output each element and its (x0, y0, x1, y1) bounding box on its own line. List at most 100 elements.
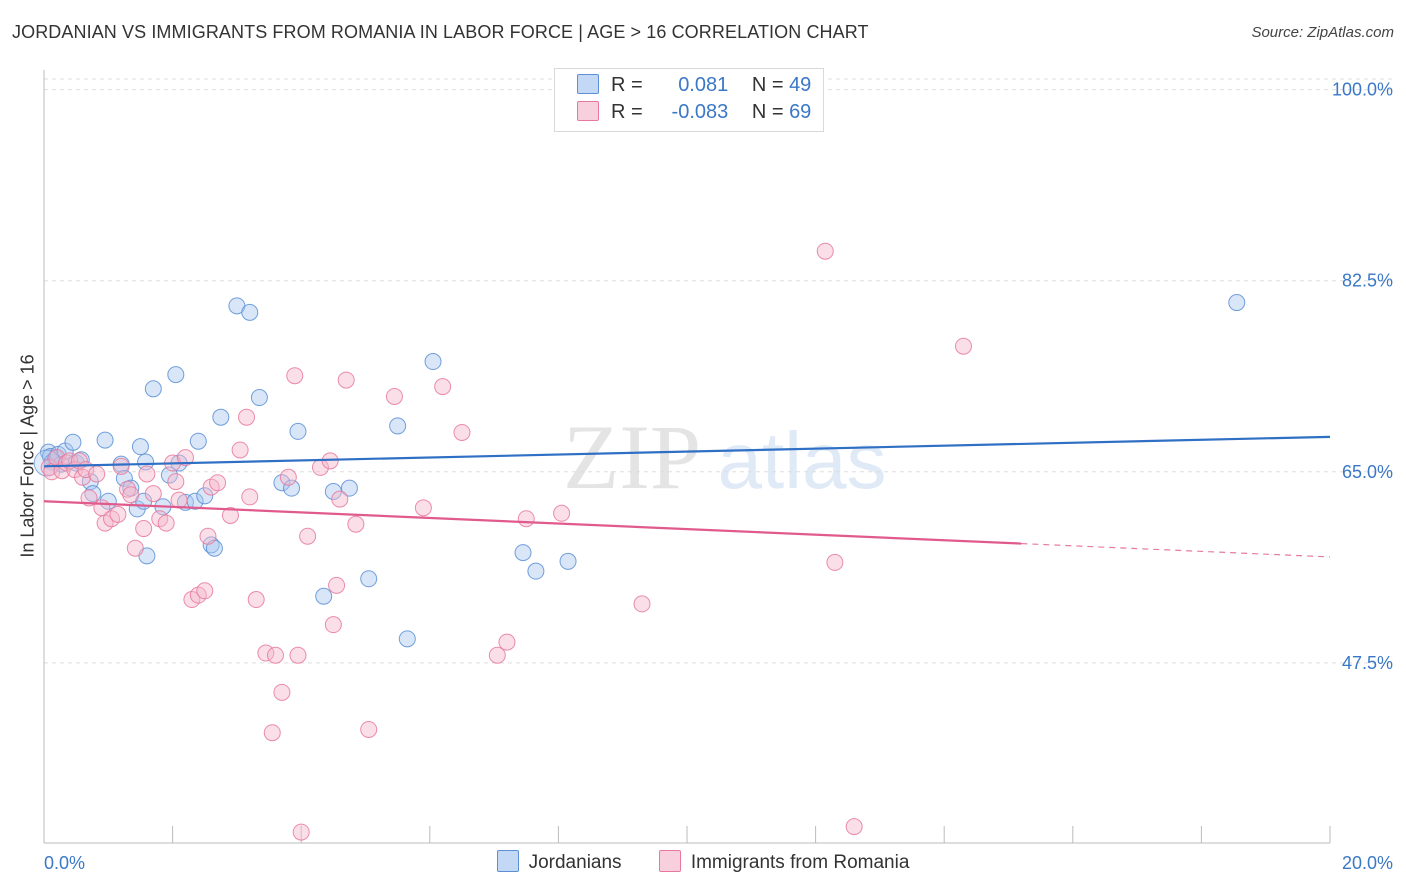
x-tick-label-min: 0.0% (44, 853, 85, 873)
y-tick-label: 65.0% (1342, 462, 1393, 482)
stats-n-label: N = (751, 74, 784, 96)
data-point (202, 536, 220, 554)
data-point (199, 527, 217, 545)
series-immigrants-from-romania (40, 242, 972, 841)
data-point (119, 480, 137, 498)
legend-label-jordanians: Jordanians (528, 852, 622, 873)
trend-line-0 (43, 435, 1331, 468)
chart-legend: Jordanians Immigrants from Romania (0, 850, 1406, 880)
data-point (67, 454, 85, 472)
data-point (238, 408, 256, 426)
y-axis-label: In Labor Force | Age > 16 (17, 354, 38, 558)
data-point (453, 423, 471, 441)
data-point (385, 387, 403, 405)
chart-title: JORDANIAN VS IMMIGRANTS FROM ROMANIA IN … (12, 22, 869, 42)
data-point (514, 544, 532, 562)
data-point (498, 633, 516, 651)
data-point (414, 499, 432, 517)
stats-row-romania: R = -0.083 N = 69 (577, 101, 811, 127)
y-tick-label: 100.0% (1332, 80, 1393, 100)
legend-swatch-romania (658, 850, 681, 872)
stats-swatch-romania (577, 101, 599, 121)
data-point (221, 506, 239, 524)
data-point (88, 465, 106, 483)
data-point (360, 570, 378, 588)
legend-label-romania: Immigrants from Romania (690, 852, 910, 873)
data-point (826, 553, 844, 571)
data-point (209, 474, 227, 492)
data-point (340, 479, 358, 497)
correlation-stats-box: R = 0.081 N = 49 R = -0.083 N = 69 (554, 68, 824, 132)
data-point (231, 441, 249, 459)
watermark-zip: ZIP (563, 406, 701, 508)
data-point (176, 449, 194, 467)
stats-row-jordanians: R = 0.081 N = 49 (577, 74, 811, 100)
zipatlas-watermark: ZIP atlas (563, 406, 886, 508)
stats-r-label: R = (611, 101, 643, 123)
data-point (167, 366, 185, 384)
stats-r-label: R = (611, 74, 643, 96)
data-point (1228, 294, 1246, 312)
data-point (398, 630, 416, 648)
data-point (389, 417, 407, 435)
data-point (196, 487, 214, 505)
data-point (337, 371, 355, 389)
data-point (289, 646, 307, 664)
data-point (299, 527, 317, 545)
data-point (212, 408, 230, 426)
data-point (241, 303, 259, 321)
data-point (109, 505, 127, 523)
data-point (315, 587, 333, 605)
data-point (196, 582, 214, 600)
data-point (126, 539, 144, 557)
stats-swatch-jordanians (577, 74, 599, 94)
source-note: Source: ZipAtlas.com (1251, 24, 1394, 41)
data-point (144, 485, 162, 503)
y-tick-label: 82.5% (1342, 271, 1393, 291)
data-point (283, 479, 301, 497)
series-jordanians (33, 294, 1246, 648)
data-point (247, 591, 265, 609)
data-point (633, 595, 651, 613)
data-point (324, 616, 342, 634)
data-point (347, 515, 365, 533)
data-point (553, 504, 571, 522)
trend-line-1 (43, 500, 1022, 545)
data-point (360, 720, 378, 738)
data-point (559, 552, 577, 570)
data-point (167, 473, 185, 491)
data-point (292, 823, 310, 841)
data-point (331, 490, 349, 508)
data-point (517, 510, 535, 528)
stats-r-value: 0.081 (678, 74, 729, 96)
data-point (279, 468, 297, 486)
data-point (954, 337, 972, 355)
watermark-atlas: atlas (718, 416, 887, 505)
legend-item-romania[interactable]: Immigrants from Romania (658, 850, 910, 874)
legend-swatch-jordanians (496, 850, 519, 872)
data-point (144, 380, 162, 398)
data-point (845, 818, 863, 836)
data-point (189, 432, 207, 450)
data-point (157, 514, 175, 532)
data-point (138, 465, 156, 483)
data-point (241, 488, 259, 506)
data-point (250, 389, 268, 407)
data-point (135, 520, 153, 538)
data-point (96, 431, 114, 449)
stats-n-value: 49 (789, 74, 812, 96)
x-tick-label-max: 20.0% (1342, 853, 1393, 873)
data-point (488, 646, 506, 664)
data-point (131, 438, 149, 456)
data-point (289, 422, 307, 440)
data-point (112, 457, 130, 475)
stats-n-label: N = (751, 101, 784, 123)
data-point (263, 724, 281, 742)
trend-line-extension-1 (1021, 542, 1331, 558)
legend-item-jordanians[interactable]: Jordanians (496, 850, 622, 874)
trend-lines (43, 435, 1331, 558)
data-point (527, 562, 545, 580)
y-tick-label: 47.5% (1342, 653, 1393, 673)
grid-lines (44, 78, 1394, 664)
